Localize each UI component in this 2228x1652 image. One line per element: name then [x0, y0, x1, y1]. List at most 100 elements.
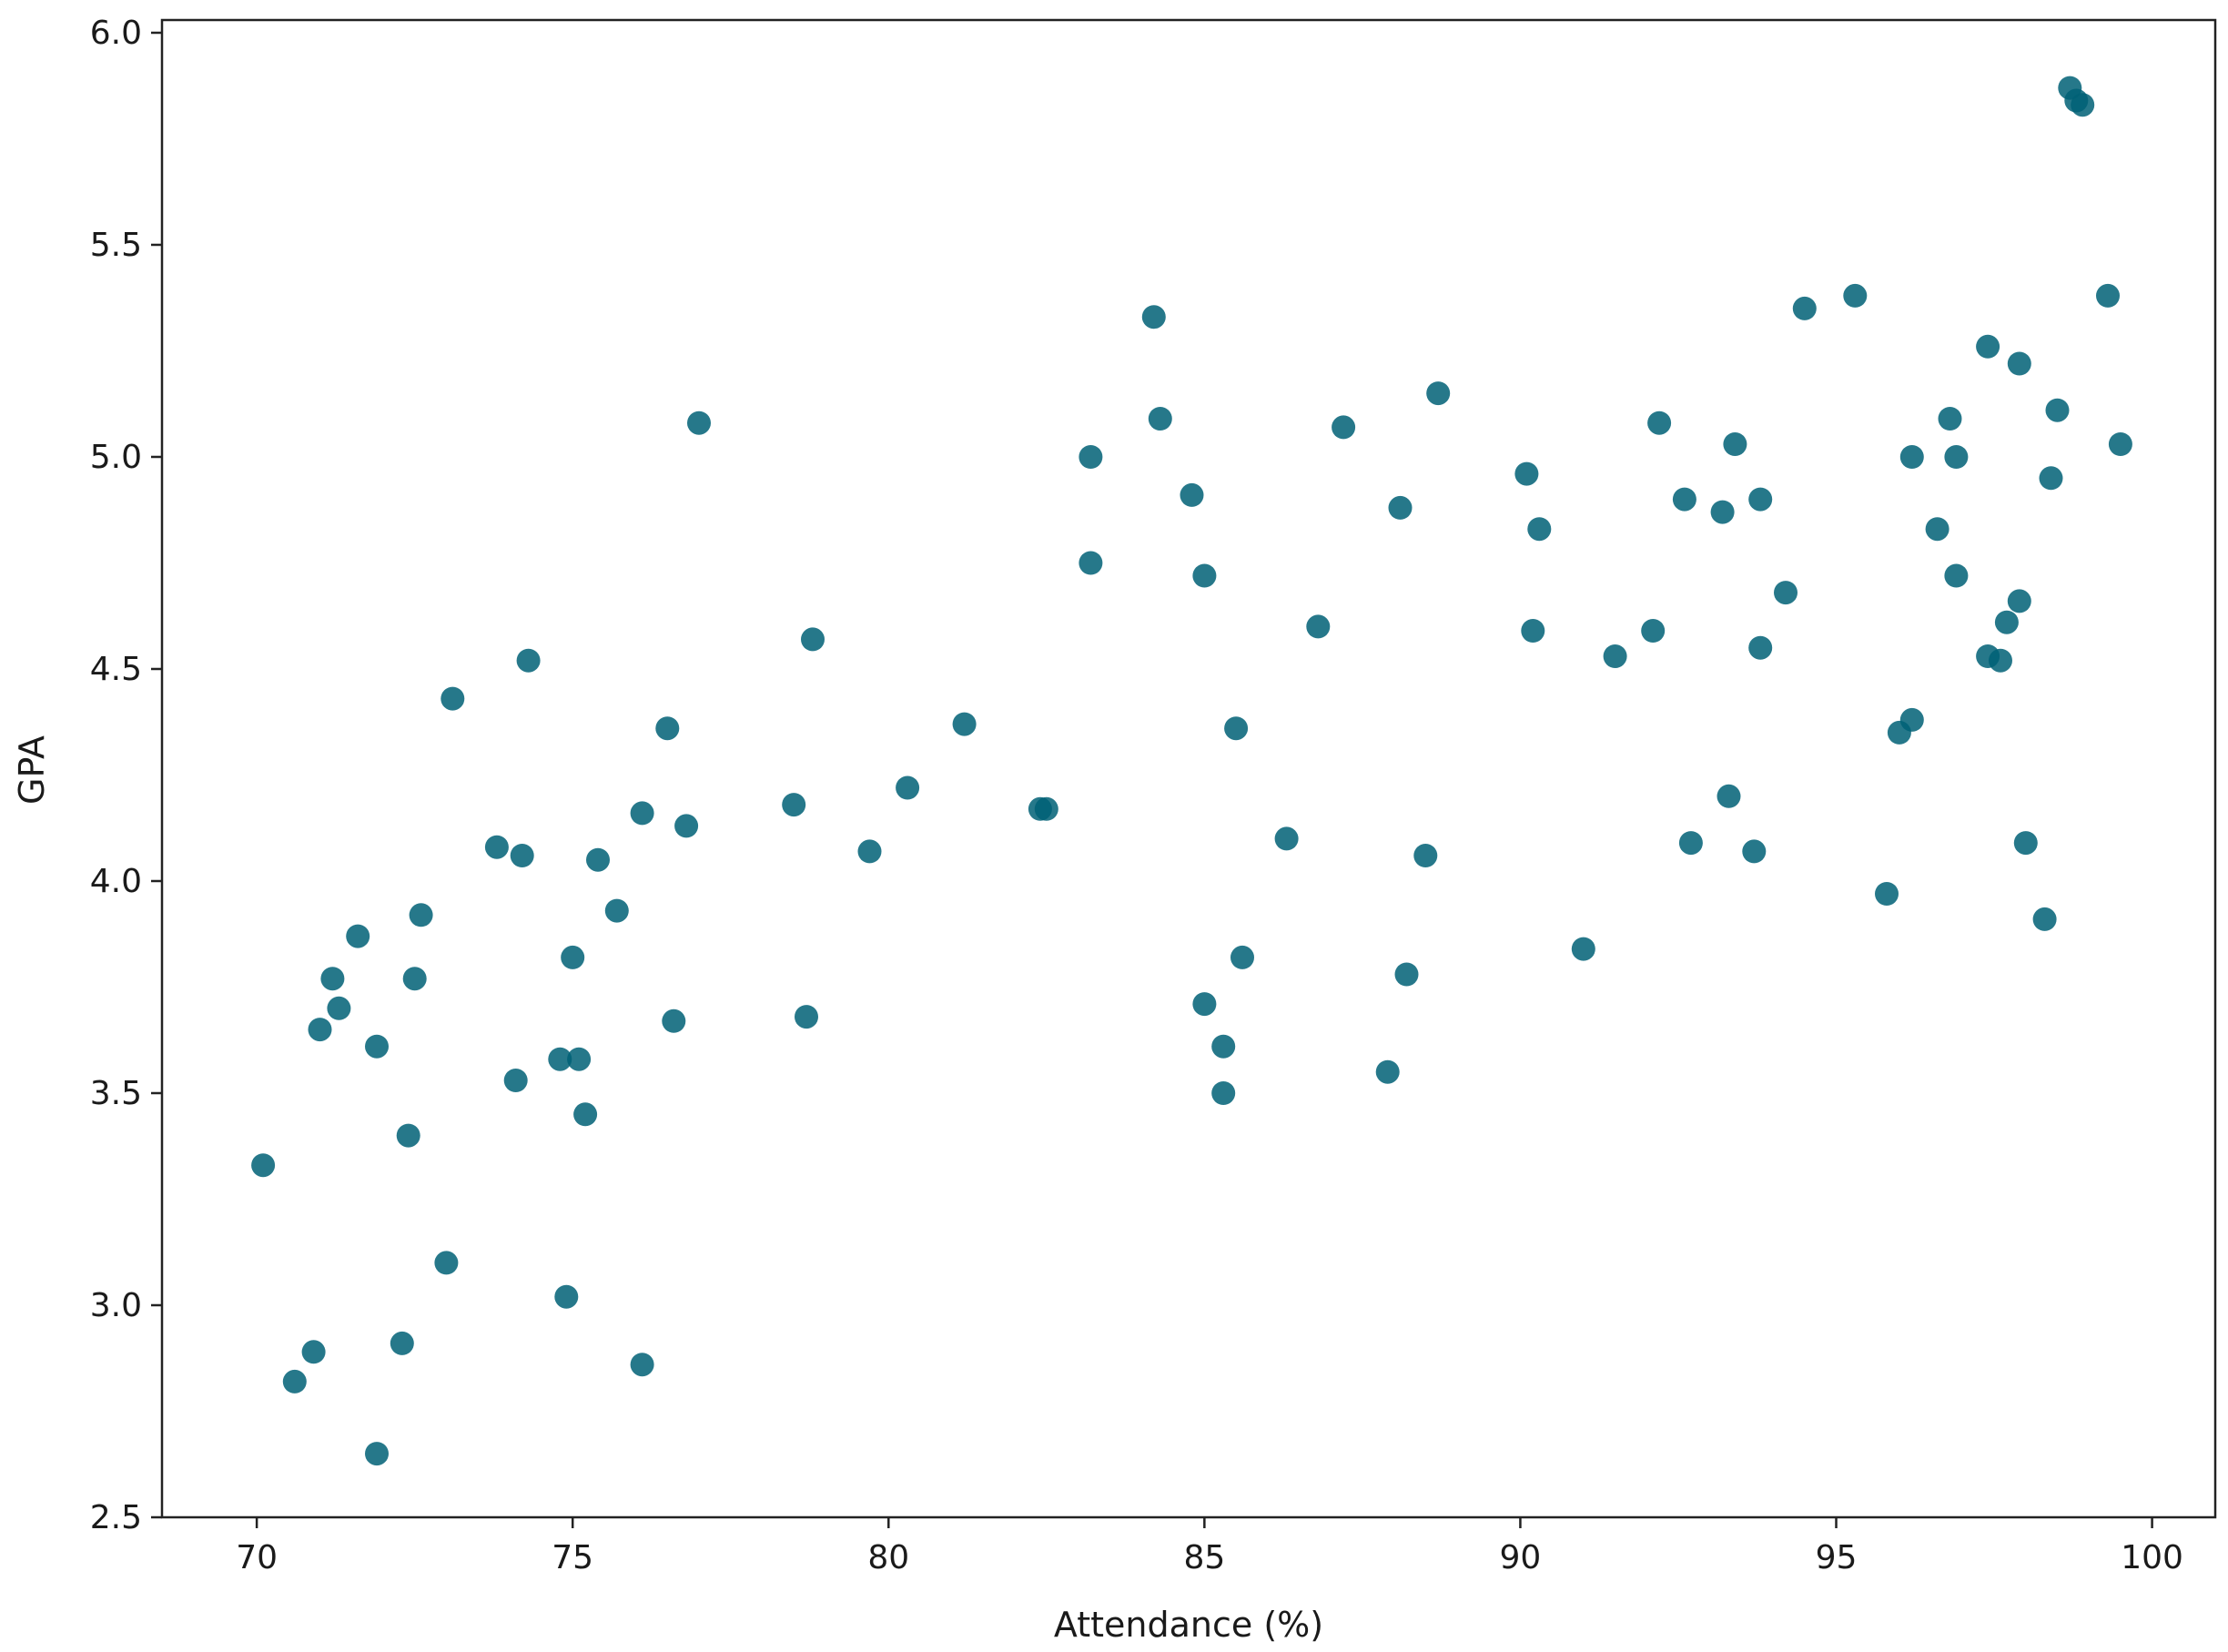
data-point — [1141, 305, 1166, 329]
data-point — [554, 1284, 579, 1309]
y-tick-label: 3.0 — [90, 1287, 142, 1324]
y-axis: 2.5 3.0 3.5 4.0 4.5 5.0 5.5 6.0 — [90, 15, 162, 1536]
data-point — [1079, 551, 1103, 575]
data-point — [1742, 839, 1767, 864]
data-point — [1230, 945, 1254, 969]
y-tick-label: 6.0 — [90, 15, 142, 52]
data-point — [510, 844, 534, 867]
data-point — [896, 775, 920, 800]
data-point — [1976, 334, 2000, 359]
data-point — [402, 967, 427, 991]
data-point — [327, 996, 351, 1020]
data-point — [1394, 962, 1419, 987]
data-point — [1527, 517, 1552, 542]
data-point — [1603, 644, 1627, 668]
data-point — [251, 1153, 276, 1178]
data-point — [573, 1102, 598, 1127]
data-point — [2071, 93, 2095, 117]
data-point — [1710, 500, 1735, 524]
data-point — [857, 839, 882, 864]
x-tick-label: 85 — [1183, 1539, 1225, 1576]
data-point — [503, 1069, 528, 1092]
y-tick-label: 4.5 — [90, 651, 142, 688]
data-point — [282, 1369, 307, 1394]
data-point — [409, 903, 433, 927]
data-point — [1034, 796, 1058, 821]
data-point — [1723, 432, 1747, 456]
data-point — [1672, 487, 1696, 512]
data-point — [1514, 461, 1539, 486]
data-point — [308, 1018, 332, 1042]
data-point — [1079, 445, 1103, 469]
y-axis-label: GPA — [12, 735, 52, 805]
x-axis-label: Attendance (%) — [1054, 1605, 1323, 1645]
data-point — [365, 1034, 389, 1059]
data-point — [1571, 937, 1595, 961]
data-point — [1180, 482, 1204, 507]
x-tick-label: 70 — [236, 1539, 278, 1576]
data-point — [1211, 1081, 1236, 1105]
x-tick-label: 90 — [1500, 1539, 1542, 1576]
data-point — [396, 1123, 420, 1148]
data-point — [782, 793, 806, 817]
data-point — [1192, 563, 1217, 588]
data-point — [952, 712, 977, 736]
y-tick-label: 3.5 — [90, 1075, 142, 1112]
plot-frame — [160, 18, 2217, 1519]
y-tick-label: 5.0 — [90, 439, 142, 476]
data-point — [1274, 826, 1299, 851]
data-point — [2032, 907, 2057, 931]
data-point — [1413, 844, 1438, 867]
data-point — [1944, 445, 1969, 469]
data-point — [674, 814, 699, 838]
data-point — [630, 1353, 654, 1377]
data-point — [1938, 407, 1962, 431]
x-tick-label: 95 — [1816, 1539, 1858, 1576]
y-tick-label: 4.0 — [90, 863, 142, 900]
y-tick-label: 2.5 — [90, 1499, 142, 1536]
data-point — [1521, 619, 1545, 643]
data-point — [2045, 398, 2070, 422]
data-point — [1925, 517, 1950, 542]
data-point — [1899, 445, 1924, 469]
data-point — [1792, 296, 1817, 320]
data-point — [346, 924, 370, 948]
scatter-points — [251, 76, 2132, 1466]
data-point — [795, 1005, 818, 1029]
data-point — [516, 648, 541, 673]
data-point — [320, 967, 345, 991]
data-point — [655, 716, 680, 741]
data-point — [548, 1047, 572, 1071]
data-point — [1388, 495, 1413, 520]
data-point — [662, 1008, 686, 1033]
data-point — [1774, 581, 1798, 605]
x-tick-label: 80 — [867, 1539, 909, 1576]
data-point — [1944, 563, 1969, 588]
data-point — [1748, 487, 1773, 512]
data-point — [1994, 610, 2019, 634]
data-point — [1211, 1034, 1236, 1059]
data-point — [2096, 283, 2120, 308]
data-point — [1192, 992, 1217, 1017]
data-point — [567, 1047, 592, 1071]
data-point — [801, 627, 825, 652]
data-point — [1748, 635, 1773, 660]
data-point — [390, 1331, 414, 1355]
data-point — [2108, 432, 2132, 456]
data-point — [1224, 716, 1249, 741]
data-point — [1717, 784, 1741, 808]
y-tick-label: 5.5 — [90, 227, 142, 264]
data-point — [1375, 1059, 1400, 1084]
data-point — [604, 898, 629, 923]
data-point — [630, 801, 654, 826]
data-point — [441, 686, 465, 711]
data-point — [1989, 648, 2012, 673]
data-point — [687, 410, 711, 435]
data-point — [1306, 614, 1331, 639]
data-point — [1678, 831, 1703, 856]
x-tick-label: 75 — [552, 1539, 593, 1576]
data-point — [2007, 589, 2031, 613]
data-point — [1332, 415, 1356, 440]
data-point — [301, 1340, 326, 1364]
